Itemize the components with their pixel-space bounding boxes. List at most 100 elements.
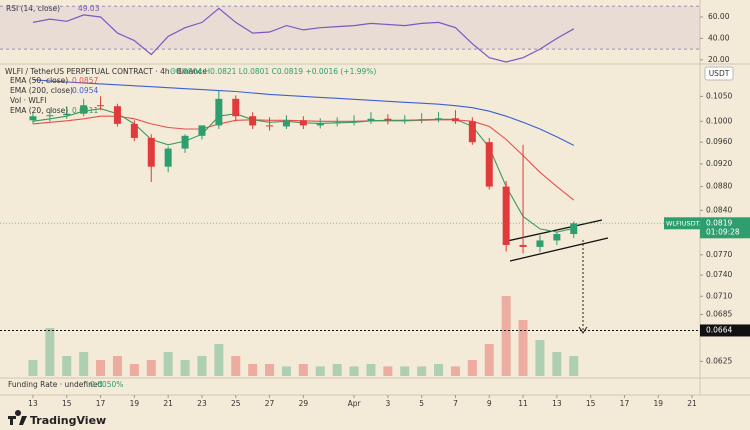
candle-body <box>485 142 493 187</box>
volume-bar <box>45 328 55 376</box>
x-tick-label: 3 <box>385 399 390 408</box>
y-tick-label: 0.0960 <box>706 137 732 146</box>
volume-bar <box>248 364 258 376</box>
symbol-tag-box <box>664 217 700 230</box>
x-tick-label: 15 <box>62 399 72 408</box>
volume-bar <box>281 366 291 376</box>
volume-bar <box>332 364 342 376</box>
candle-body <box>553 234 561 241</box>
funding-label: Funding Rate · undefined <box>8 380 102 389</box>
volume-bar <box>434 364 444 376</box>
legend-entry: EMA (50, close) <box>10 76 68 85</box>
volume-bar <box>298 364 308 376</box>
x-tick-label: 25 <box>231 399 241 408</box>
y-tick-label: 0.0840 <box>706 205 732 214</box>
target-label: 0.0664 <box>706 325 732 334</box>
target-box <box>700 324 750 337</box>
volume-bar <box>535 340 545 376</box>
x-tick-label: 5 <box>419 399 424 408</box>
candle-body <box>299 120 307 126</box>
volume-bar <box>467 360 477 376</box>
candle-body <box>468 121 476 143</box>
legend-value: 0.0811 <box>72 106 98 115</box>
rsi-band <box>0 6 700 50</box>
x-tick-label: 15 <box>586 399 596 408</box>
candle-body <box>350 121 358 123</box>
rsi-legend: RSI (14, close) <box>6 4 60 13</box>
volume-bar <box>484 344 494 376</box>
candle-body <box>46 115 54 117</box>
volume-bar <box>383 366 393 376</box>
brand-logo <box>8 410 27 425</box>
candle-body <box>502 186 510 245</box>
volume-bar <box>79 352 89 376</box>
legend-value: 0.0857 <box>72 76 98 85</box>
candle-body <box>215 98 223 126</box>
candle-body <box>316 123 324 126</box>
funding-value: 0.0050% <box>90 380 123 389</box>
y-tick-label: 20.00 <box>708 55 730 64</box>
currency-box[interactable] <box>704 66 734 81</box>
candle-body <box>164 148 172 167</box>
countdown: 01:09:28 <box>706 227 740 236</box>
candle-body <box>282 120 290 127</box>
x-tick-label: 21 <box>687 399 697 408</box>
legend-entry: EMA (20, close) <box>10 106 68 115</box>
volume-bar <box>231 356 241 376</box>
currency[interactable]: USDT <box>709 69 730 78</box>
x-tick-label: 23 <box>197 399 207 408</box>
x-tick-label: 13 <box>552 399 562 408</box>
candle-body <box>29 116 37 121</box>
x-tick-label: 21 <box>163 399 173 408</box>
volume-bar <box>28 360 38 376</box>
candle-body <box>435 118 443 120</box>
x-tick-label: Apr <box>348 399 362 408</box>
last-price: 0.0819 <box>706 218 732 227</box>
legend-value: 0.0954 <box>72 86 98 95</box>
volume-bar <box>366 364 376 376</box>
volume-bar <box>349 366 359 376</box>
legend-entry: EMA (200, close) <box>10 86 73 95</box>
x-tick-label: 11 <box>518 399 528 408</box>
candle-body <box>570 223 578 235</box>
legend-entry: Vol · WLFI <box>10 96 47 105</box>
y-tick-label: 60.00 <box>708 12 730 21</box>
volume-bar <box>518 320 528 376</box>
symbol-tag: WLFIUSDT.P <box>666 219 705 227</box>
x-tick-label: 19 <box>130 399 140 408</box>
volume-bar <box>552 352 562 376</box>
y-tick-label: 0.0920 <box>706 159 732 168</box>
x-tick-label: 27 <box>265 399 275 408</box>
volume-bar <box>265 364 275 376</box>
volume-bar <box>96 360 106 376</box>
volume-bar <box>180 360 190 376</box>
volume-bar <box>163 352 173 376</box>
ema-line <box>32 79 575 146</box>
x-tick-label: 7 <box>453 399 458 408</box>
y-tick-label: 0.1000 <box>706 116 732 125</box>
x-tick-label: 17 <box>96 399 106 408</box>
candle-body <box>451 118 459 122</box>
y-tick-label: 40.00 <box>708 33 730 42</box>
y-tick-label: 0.0625 <box>706 356 732 365</box>
candle-body <box>418 119 426 121</box>
volume-bar <box>315 366 325 376</box>
candle-body <box>249 116 257 126</box>
candle-body <box>80 105 88 114</box>
y-tick-label: 0.1050 <box>706 91 732 100</box>
arrow-head <box>578 326 588 334</box>
y-tick-label: 0.0770 <box>706 250 732 259</box>
candle-body <box>130 123 138 138</box>
candle-body <box>181 135 189 149</box>
y-tick-label: 0.0685 <box>706 310 732 319</box>
y-tick-label: 0.0740 <box>706 270 732 279</box>
volume-bar <box>501 296 511 376</box>
y-tick-label: 0.0710 <box>706 291 732 300</box>
candle-body <box>536 240 544 247</box>
x-tick-label: 13 <box>28 399 38 408</box>
candle-body <box>198 125 206 136</box>
y-tick-label: 0.0880 <box>706 182 732 191</box>
